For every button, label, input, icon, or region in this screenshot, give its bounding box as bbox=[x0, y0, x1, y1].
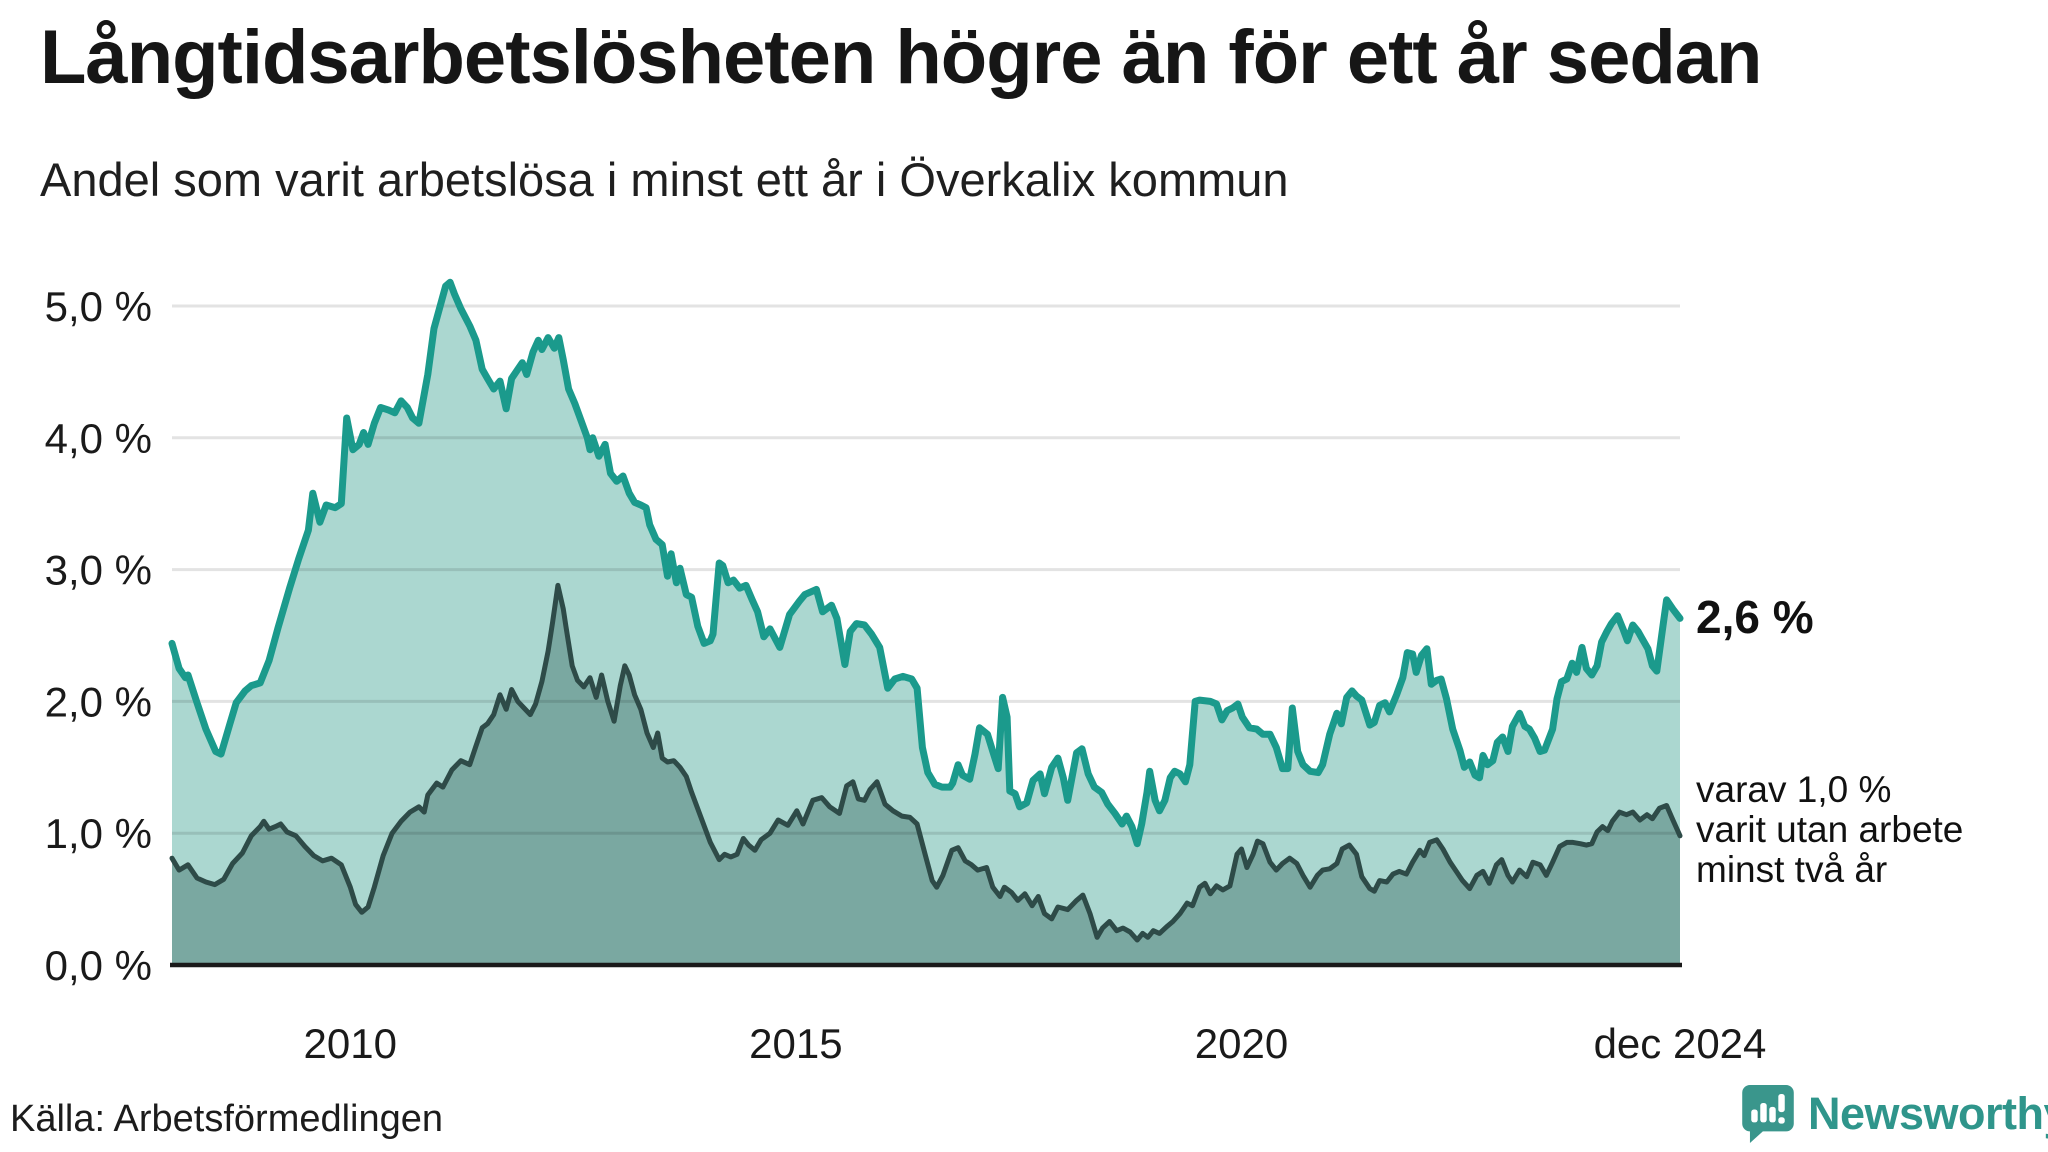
y-tick-label: 4,0 % bbox=[45, 415, 152, 462]
newsworthy-brand: Newsworthy bbox=[1742, 1084, 2048, 1144]
series-line-0 bbox=[168, 278, 1684, 848]
x-tick-label: 2020 bbox=[1195, 1020, 1288, 1067]
x-tick-label: dec 2024 bbox=[1594, 1020, 1767, 1067]
newsworthy-logo-icon bbox=[1742, 1085, 1794, 1143]
x-tick-label: 2015 bbox=[749, 1020, 842, 1067]
y-tick-label: 5,0 % bbox=[45, 283, 152, 330]
secondary-end-label-line3: minst två år bbox=[1696, 849, 1888, 890]
end-value-label: 2,6 % bbox=[1696, 591, 1814, 643]
brand-name: Newsworthy bbox=[1808, 1088, 2048, 1139]
x-tick-label: 2010 bbox=[304, 1020, 397, 1067]
source-label: Källa: Arbetsförmedlingen bbox=[10, 1098, 444, 1140]
y-tick-label: 2,0 % bbox=[45, 678, 152, 725]
series-line-1 bbox=[169, 582, 1683, 943]
series-area-1 bbox=[172, 585, 1680, 965]
secondary-end-label-line2: varit utan arbete bbox=[1696, 809, 1964, 850]
secondary-end-label-line1: varav 1,0 % bbox=[1696, 769, 1892, 810]
y-tick-label: 3,0 % bbox=[45, 547, 152, 594]
secondary-end-label: varav 1,0 % varit utan arbete minst två … bbox=[1696, 770, 1963, 890]
y-tick-label: 0,0 % bbox=[45, 942, 152, 989]
page-title: Långtidsarbetslösheten högre än för ett … bbox=[40, 15, 1762, 100]
chart-subtitle: Andel som varit arbetslösa i minst ett å… bbox=[40, 153, 1289, 206]
y-tick-label: 1,0 % bbox=[45, 810, 152, 857]
